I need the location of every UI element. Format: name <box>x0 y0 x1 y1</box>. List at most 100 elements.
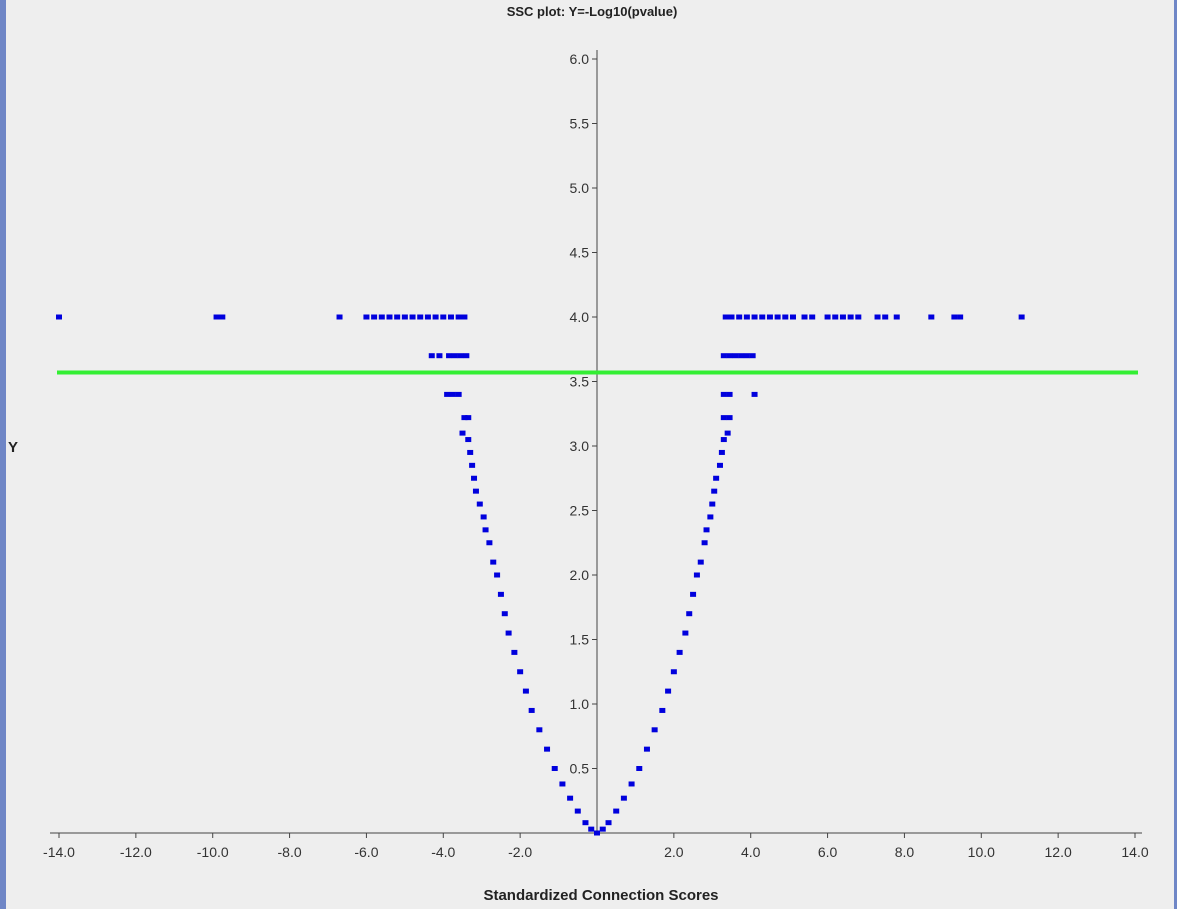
data-point <box>449 391 456 397</box>
data-point <box>651 727 658 733</box>
data-point <box>759 314 766 320</box>
data-point <box>371 314 378 320</box>
data-point <box>363 314 370 320</box>
y-tick-label: 0.5 <box>570 761 590 777</box>
data-point <box>832 314 839 320</box>
data-point <box>424 314 431 320</box>
axes-group: -14.0 -12.0 -10.0 -8.0 -6.0 -4.0 -2.0 2.0 4.0 6.0… <box>43 50 1149 860</box>
data-point <box>882 314 889 320</box>
data-point <box>801 314 808 320</box>
points-group <box>56 314 1025 836</box>
y-tick-label: 5.0 <box>570 180 590 196</box>
data-point <box>697 559 704 565</box>
data-point <box>465 415 472 421</box>
data-point <box>716 462 723 468</box>
data-point <box>686 611 693 617</box>
data-point <box>471 475 478 481</box>
data-point <box>620 795 627 801</box>
data-point <box>511 649 518 655</box>
data-point <box>749 353 756 359</box>
data-point <box>428 353 435 359</box>
data-point <box>711 488 718 494</box>
data-point <box>613 808 620 814</box>
data-point <box>497 591 504 597</box>
data-point <box>893 314 900 320</box>
data-point <box>582 820 589 826</box>
chart-title: SSC plot: Y=-Log10(pvalue) <box>507 4 678 19</box>
data-point <box>690 591 697 597</box>
x-tick-label: -10.0 <box>197 844 229 860</box>
data-point <box>643 746 650 752</box>
data-point <box>544 746 551 752</box>
y-tick-label: 5.5 <box>570 116 590 132</box>
data-point <box>709 501 716 507</box>
data-point <box>703 527 710 533</box>
data-point <box>743 314 750 320</box>
data-point <box>213 314 220 320</box>
data-point <box>457 353 464 359</box>
data-point <box>693 572 700 578</box>
y-tick-label: 2.5 <box>570 503 590 519</box>
data-point <box>459 430 466 436</box>
data-point <box>874 314 881 320</box>
data-point <box>505 630 512 636</box>
data-point <box>676 649 683 655</box>
data-point <box>517 669 524 675</box>
data-point <box>446 353 453 359</box>
data-point <box>417 314 424 320</box>
data-point <box>720 415 727 421</box>
x-axis-label: Standardized Connection Scores <box>483 887 718 904</box>
data-point <box>436 353 443 359</box>
data-point <box>659 707 666 713</box>
data-point <box>839 314 846 320</box>
data-point <box>501 611 508 617</box>
data-point <box>789 314 796 320</box>
data-point <box>928 314 935 320</box>
data-point <box>469 462 476 468</box>
data-point <box>472 488 479 494</box>
data-point <box>451 353 458 359</box>
y-tick-label: 2.0 <box>570 567 590 583</box>
x-tick-label: 14.0 <box>1121 844 1148 860</box>
data-point <box>447 314 454 320</box>
data-point <box>701 540 708 546</box>
data-point <box>720 353 727 359</box>
data-point <box>724 430 731 436</box>
data-point <box>432 314 439 320</box>
x-tick-label: 12.0 <box>1045 844 1072 860</box>
y-tick-label: 1.0 <box>570 696 590 712</box>
x-tick-label: -14.0 <box>43 844 75 860</box>
y-tick-label: 4.0 <box>570 309 590 325</box>
data-point <box>409 314 416 320</box>
data-point <box>809 314 816 320</box>
data-point <box>766 314 773 320</box>
data-point <box>444 391 451 397</box>
data-point <box>670 669 677 675</box>
y-axis-label: Y <box>8 439 18 456</box>
data-point <box>588 826 595 832</box>
x-tick-label: 8.0 <box>895 844 915 860</box>
data-point <box>574 808 581 814</box>
data-point <box>528 707 535 713</box>
window-right-border <box>1174 0 1177 909</box>
data-point <box>738 353 745 359</box>
data-point <box>728 314 735 320</box>
data-point <box>743 353 750 359</box>
data-point <box>522 688 529 694</box>
data-point <box>751 391 758 397</box>
y-tick-label: 6.0 <box>570 51 590 67</box>
data-point <box>605 820 612 826</box>
data-point <box>628 781 635 787</box>
data-point <box>476 501 483 507</box>
y-tick-label: 3.5 <box>570 374 590 390</box>
data-point <box>847 314 854 320</box>
data-point <box>594 830 600 836</box>
x-tick-label: -2.0 <box>508 844 532 860</box>
data-point <box>336 314 343 320</box>
data-point <box>736 314 743 320</box>
data-point <box>440 314 447 320</box>
data-point <box>461 415 468 421</box>
x-tick-label: 10.0 <box>968 844 995 860</box>
